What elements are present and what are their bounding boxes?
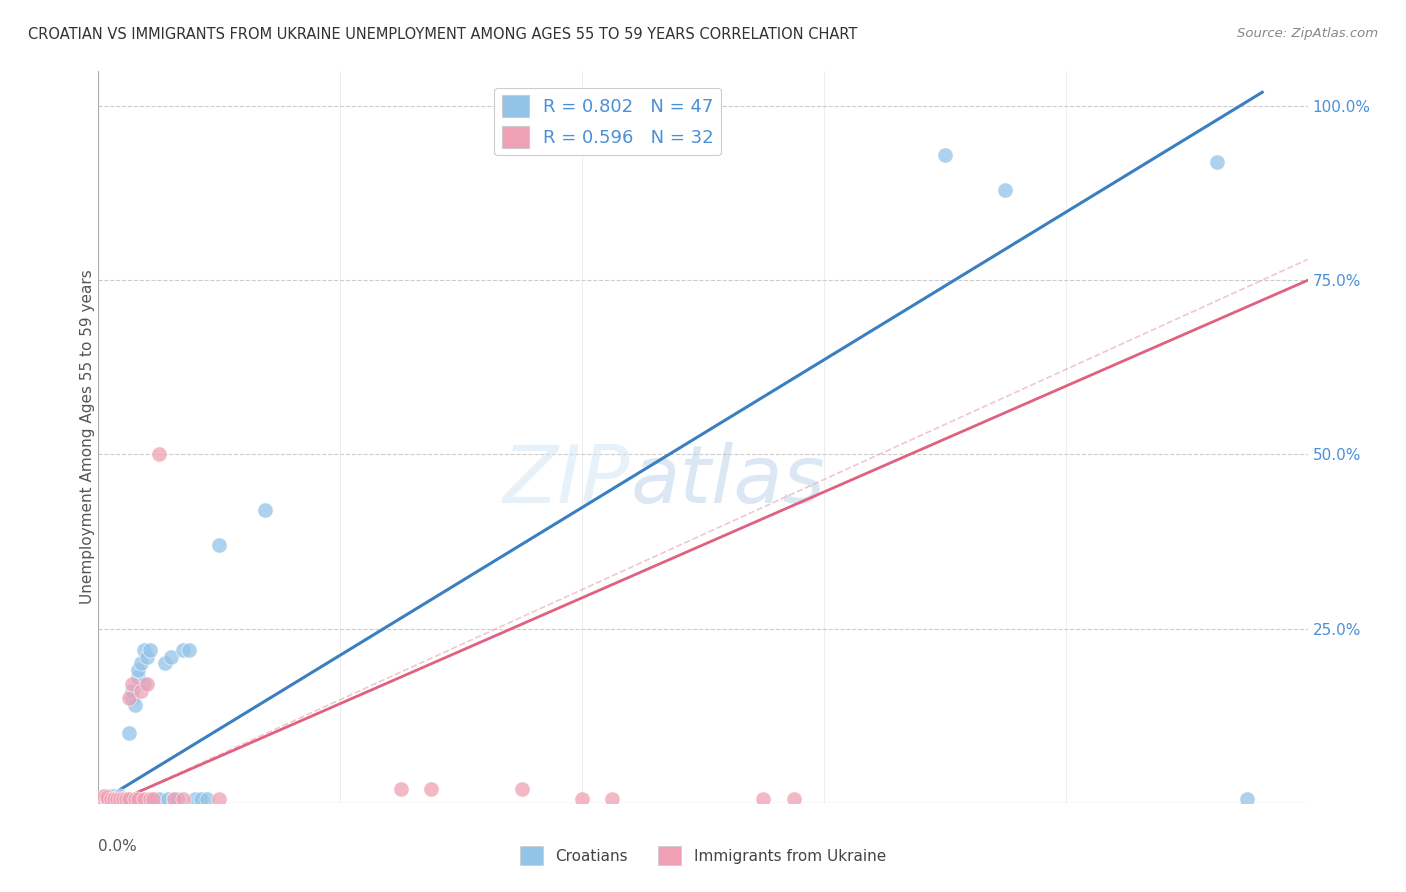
Point [121, 684, 143, 698]
Point [105, 792, 128, 806]
Point [100, 792, 122, 806]
Point [93, 789, 115, 803]
Point [118, 726, 141, 740]
Point [783, 792, 806, 806]
Point [108, 789, 131, 803]
Point [96, 789, 118, 803]
Point [163, 792, 186, 806]
Point [1206, 155, 1229, 169]
Point [90, 792, 112, 806]
Point [114, 792, 136, 806]
Point [1236, 792, 1258, 806]
Point [139, 792, 162, 806]
Point [510, 781, 533, 796]
Point [139, 792, 162, 806]
Point [994, 183, 1017, 197]
Point [163, 792, 186, 806]
Point [148, 792, 170, 806]
Point [420, 781, 443, 796]
Point [96, 792, 118, 806]
Point [208, 792, 231, 806]
Point [129, 657, 152, 671]
Point [135, 649, 157, 664]
Point [132, 792, 155, 806]
Point [100, 789, 122, 803]
Point [752, 792, 775, 806]
Point [105, 792, 128, 806]
Point [103, 792, 125, 806]
Point [93, 792, 115, 806]
Point [96, 790, 118, 805]
Point [132, 642, 155, 657]
Text: atlas: atlas [630, 442, 825, 520]
Point [172, 642, 194, 657]
Point [184, 792, 207, 806]
Point [142, 792, 165, 806]
Point [179, 642, 201, 657]
Point [118, 792, 141, 806]
Text: ZIP: ZIP [503, 442, 630, 520]
Point [103, 792, 125, 806]
Point [142, 792, 165, 806]
Text: CROATIAN VS IMMIGRANTS FROM UKRAINE UNEMPLOYMENT AMONG AGES 55 TO 59 YEARS CORRE: CROATIAN VS IMMIGRANTS FROM UKRAINE UNEM… [28, 27, 858, 42]
Point [108, 792, 131, 806]
Point [90, 792, 112, 806]
Point [156, 792, 179, 806]
Point [105, 790, 128, 805]
Point [934, 148, 956, 162]
Point [253, 503, 276, 517]
Point [190, 792, 212, 806]
Point [139, 642, 162, 657]
Point [100, 792, 122, 806]
Point [108, 792, 131, 806]
Point [172, 792, 194, 806]
Point [166, 792, 188, 806]
Point [145, 792, 167, 806]
Point [129, 684, 152, 698]
Point [93, 790, 115, 805]
Point [118, 792, 141, 806]
Legend: Croatians, Immigrants from Ukraine: Croatians, Immigrants from Ukraine [515, 840, 891, 871]
Point [127, 792, 149, 806]
Point [208, 538, 231, 552]
Point [602, 792, 624, 806]
Point [96, 792, 118, 806]
Point [114, 792, 136, 806]
Point [160, 649, 183, 664]
Legend: R = 0.802   N = 47, R = 0.596   N = 32: R = 0.802 N = 47, R = 0.596 N = 32 [495, 87, 721, 155]
Point [121, 691, 143, 706]
Point [111, 792, 134, 806]
Point [132, 677, 155, 691]
Point [195, 792, 218, 806]
Point [121, 677, 143, 691]
Point [153, 657, 176, 671]
Point [124, 792, 146, 806]
Y-axis label: Unemployment Among Ages 55 to 59 years: Unemployment Among Ages 55 to 59 years [80, 269, 94, 605]
Point [124, 698, 146, 713]
Text: Source: ZipAtlas.com: Source: ZipAtlas.com [1237, 27, 1378, 40]
Point [389, 781, 412, 796]
Point [127, 664, 149, 678]
Point [135, 677, 157, 691]
Point [127, 670, 149, 684]
Point [111, 792, 134, 806]
Point [118, 691, 141, 706]
Point [93, 789, 115, 803]
Point [148, 448, 170, 462]
Point [103, 789, 125, 803]
Point [571, 792, 593, 806]
Text: 0.0%: 0.0% [98, 839, 138, 855]
